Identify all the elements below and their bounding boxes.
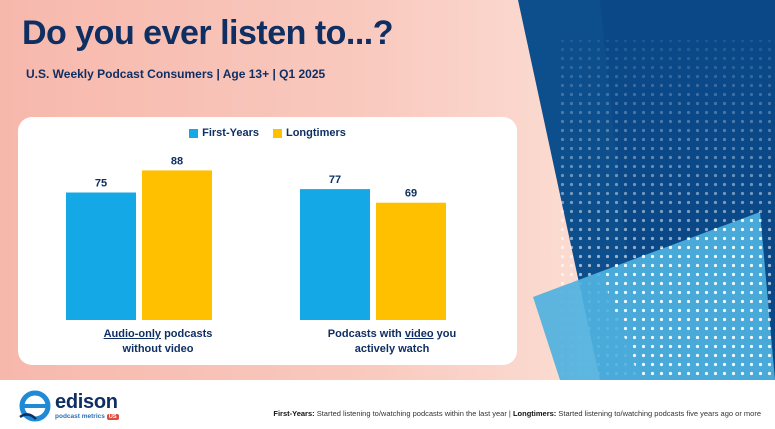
legend-label-longtimers: Longtimers [285,127,346,139]
edison-logo-icon [19,390,51,422]
logo-badge: US [106,414,119,420]
page-title: Do you ever listen to...? [22,14,394,52]
bar-longtimers-cat-1 [142,170,212,320]
category-label-audio-only: Audio-only podcasts without video [103,328,213,355]
light-dot-pattern [600,212,775,380]
category-emphasis: video [404,328,434,340]
chart-legend: First-Years Longtimers [18,127,517,139]
logo-wordmark: edison [55,391,118,413]
footnote: First-Years: Started listening to/watchi… [273,409,761,418]
legend-item-first-years: First-Years [189,127,259,139]
chart-card: First-Years Longtimers 75 88 77 69 Audio-on… [18,117,517,365]
legend-item-longtimers: Longtimers [272,127,346,139]
category-label-video: Podcasts with video you actively watch [327,328,457,355]
logo-subtitle: podcast metrics US [55,413,119,420]
legend-swatch-longtimers [272,128,282,138]
legend-label-first-years: First-Years [202,127,259,139]
page-subtitle: U.S. Weekly Podcast Consumers | Age 13+ … [26,67,326,81]
bar-longtimers-cat-2 [376,202,446,320]
category-emphasis: Audio-only [103,328,162,340]
data-label-first-years-cat-1: 75 [95,178,107,190]
bar-first-years-cat-1 [66,192,136,320]
bar-chart: 75 88 77 69 [66,155,446,320]
footer: edison podcast metrics US First-Years: St… [0,380,775,429]
data-label-longtimers-cat-2: 69 [405,188,417,200]
data-label-first-years-cat-2: 77 [329,174,341,186]
slide-background: Do you ever listen to...? U.S. Weekly Po… [0,0,775,380]
decorative-shapes [518,0,775,380]
legend-swatch-first-years [189,128,199,138]
data-label-longtimers-cat-1: 88 [171,155,183,167]
bar-first-years-cat-2 [300,189,370,320]
